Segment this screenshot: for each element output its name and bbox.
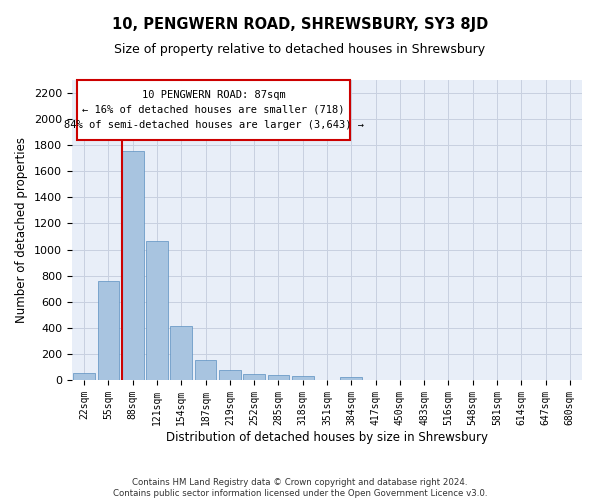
Bar (122, 151, 143, 380)
Bar (268, 375, 289, 380)
Bar (243, 374, 265, 380)
Text: 10 PENGWERN ROAD: 87sqm
← 16% of detached houses are smaller (718)
84% of semi-d: 10 PENGWERN ROAD: 87sqm ← 16% of detache… (64, 90, 364, 130)
Bar (340, 378, 362, 380)
Bar (73, 374, 95, 380)
Bar (97, 281, 119, 380)
X-axis label: Distribution of detached houses by size in Shrewsbury: Distribution of detached houses by size … (166, 430, 488, 444)
Text: 10, PENGWERN ROAD, SHREWSBURY, SY3 8JD: 10, PENGWERN ROAD, SHREWSBURY, SY3 8JD (112, 18, 488, 32)
Text: Size of property relative to detached houses in Shrewsbury: Size of property relative to detached ho… (115, 42, 485, 56)
Bar (219, 370, 241, 380)
Bar (170, 326, 192, 380)
Y-axis label: Number of detached properties: Number of detached properties (16, 137, 28, 323)
Bar (194, 360, 217, 380)
Text: Contains HM Land Registry data © Crown copyright and database right 2024.
Contai: Contains HM Land Registry data © Crown c… (113, 478, 487, 498)
Bar (292, 376, 314, 380)
FancyBboxPatch shape (77, 80, 350, 140)
Bar (146, 241, 168, 380)
